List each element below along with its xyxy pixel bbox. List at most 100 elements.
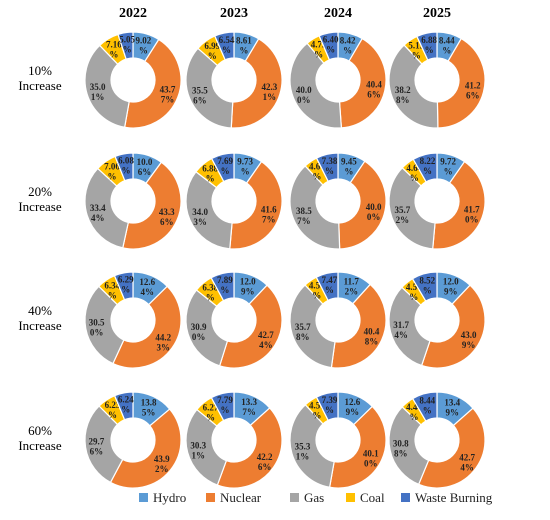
slice-label-coal: 6.38%: [202, 283, 218, 303]
slice-waste-burning: [117, 31, 134, 60]
year-labels: 2022 2023 2024 2025: [119, 6, 451, 21]
slice-label-hydro: 12.0 9%: [240, 277, 256, 297]
slice-label-hydro: 9.45%: [341, 157, 357, 177]
slice-label-coal: 4.44%: [406, 402, 422, 422]
year-label-2023: 2023: [220, 6, 248, 21]
slice-label-waste-burning: 6.40%: [323, 35, 339, 55]
slice-label-waste-burning: 6.88%: [421, 35, 437, 55]
slice-label-nuclear: 43.7 7%: [160, 84, 176, 104]
legend-label-hydro: Hydro: [153, 490, 186, 505]
slice-label-gas: 29.7 6%: [89, 436, 105, 456]
slice-label-nuclear: 42.7 4%: [459, 452, 475, 472]
legend-swatch-gas: [290, 493, 299, 502]
slice-label-waste-burning: 6.24%: [118, 395, 134, 415]
slice-label-gas: 35.0 1%: [90, 82, 106, 102]
row-label-20-increase: 20% Increase: [18, 184, 62, 214]
slice-label-hydro: 9.02%: [135, 35, 151, 55]
slice-label-hydro: 8.42%: [340, 35, 356, 55]
donut-10-increase-2025: 8.44 % 41.2 6% 38.2 8% 5.13 %6.88%: [388, 31, 486, 129]
slice-label-coal: 7.06%: [104, 162, 120, 182]
legend-label-waste-burning: Waste Burning: [415, 490, 493, 505]
slice-gas: [289, 165, 341, 250]
slice-label-coal: 4.60%: [309, 162, 325, 182]
slice-waste-burning: [210, 391, 235, 422]
slice-label-gas: 30.8 8%: [393, 439, 409, 459]
slice-label-gas: 30.9 0%: [191, 322, 207, 342]
donut-20-increase-2023: 9.73 % 41.6 7% 34.0 3% 6.88 %7.69%: [185, 152, 283, 250]
slice-waste-burning: [210, 152, 235, 183]
slice-label-hydro: 12.6 9%: [344, 397, 360, 417]
slice-waste-burning: [412, 152, 438, 183]
slice-label-nuclear: 40.1 0%: [363, 448, 379, 468]
slice-label-nuclear: 41.6 7%: [261, 205, 277, 225]
donut-60-increase-2025: 13.4 9% 42.7 4% 30.8 8% 4.44 %8.44%: [388, 391, 486, 489]
slice-label-nuclear: 40.0 0%: [366, 202, 382, 222]
slice-gas: [388, 166, 436, 250]
slice-label-gas: 35.7 2%: [394, 205, 410, 225]
slice-gas: [289, 284, 336, 369]
slice-gas: [84, 44, 130, 128]
slice-label-nuclear: 40.4 8%: [364, 327, 380, 347]
slice-nuclear: [330, 283, 387, 369]
slice-nuclear: [216, 407, 283, 489]
slice-waste-burning: [411, 271, 438, 302]
slice-label-waste-burning: 8.44%: [419, 395, 435, 415]
slice-waste-burning: [210, 271, 235, 302]
slice-label-hydro: 9.72%: [440, 157, 456, 177]
slice-label-gas: 30.5 0%: [89, 318, 105, 338]
slice-label-waste-burning: 6.54%: [219, 35, 235, 55]
slice-label-hydro: 9.73%: [237, 157, 253, 177]
slice-label-waste-burning: 7.89%: [217, 275, 233, 295]
slice-label-gas: 34.0 3%: [192, 207, 208, 227]
slice-label-hydro: 8.44%: [439, 35, 455, 55]
slice-gas: [388, 44, 439, 129]
legend-item-waste-burning: Waste Burning: [401, 490, 493, 505]
slice-nuclear: [218, 284, 283, 369]
legend-label-coal: Coal: [360, 490, 385, 505]
legend-label-nuclear: Nuclear: [220, 490, 262, 505]
slice-nuclear: [123, 38, 182, 129]
slice-label-coal: 4.56%: [309, 281, 325, 301]
year-label-2025: 2025: [423, 6, 451, 21]
slice-label-nuclear: 41.7 0%: [464, 205, 480, 225]
slice-nuclear: [109, 408, 182, 489]
slice-label-coal: 6.88%: [202, 164, 218, 184]
slice-label-waste-burning: 5.05%: [119, 34, 135, 54]
donut-60-increase-2022: 13.8 5% 43.9 2% 29.7 6%6.23 %6.24%: [84, 391, 182, 489]
legend-item-hydro: Hydro: [139, 490, 186, 505]
slice-waste-burning: [214, 31, 235, 61]
donut-20-increase-2024: 9.45 % 40.0 0% 38.5 7% 4.60 %7.38%: [289, 152, 387, 250]
slice-label-nuclear: 40.4 6%: [366, 79, 382, 99]
row-labels: 10% Increase 20% Increase 40% Increase 60% Incr…: [18, 63, 62, 453]
slice-label-gas: 38.2 8%: [395, 85, 411, 105]
donuts: 9.02 % 43.7 7% 35.0 1% 7.16 %5.05 % 8.61 % 42.3 1% 35…: [84, 31, 486, 489]
slice-label-coal: 6.23%: [105, 400, 121, 420]
year-label-2024: 2024: [324, 6, 352, 21]
slice-gas: [185, 289, 229, 367]
donut-20-increase-2025: 9.72 % 41.7 0% 35.7 2% 4.64 %8.22%: [388, 152, 486, 250]
legend-swatch-nuclear: [206, 493, 215, 502]
legend: Hydro Nuclear Gas Coal Waste Burning: [139, 490, 493, 505]
slice-waste-burning: [315, 271, 339, 302]
slice-label-hydro: 13.4 9%: [444, 397, 460, 417]
donut-40-increase-2025: 12.0 9% 43.0 9% 31.7 4% 4.56 %8.52%: [388, 271, 486, 369]
slice-label-gas: 35.3 1%: [295, 441, 311, 461]
donut-40-increase-2024: 11.7 2% 40.4 8% 35.7 8% 4.56 %7.47%: [289, 271, 387, 369]
slice-label-waste-burning: 7.79%: [217, 395, 233, 415]
slice-label-coal: 6.27%: [203, 402, 219, 422]
slice-label-gas: 31.7 4%: [393, 320, 409, 340]
slice-waste-burning: [113, 271, 134, 301]
legend-label-gas: Gas: [304, 490, 324, 505]
slice-label-hydro: 12.0 9%: [443, 277, 459, 297]
slice-label-nuclear: 43.9 2%: [154, 454, 170, 474]
slice-label-gas: 35.5 6%: [192, 85, 208, 105]
slice-label-coal: 4.56%: [406, 282, 422, 302]
slice-label-nuclear: 42.7 4%: [258, 330, 274, 350]
slice-label-gas: 38.5 7%: [296, 206, 312, 226]
slice-waste-burning: [315, 391, 339, 422]
slice-label-nuclear: 44.2 3%: [155, 332, 171, 352]
donut-40-increase-2022: 12.6 4% 44.2 3% 30.5 0% 6.34 %6.29%: [84, 271, 182, 369]
slice-nuclear: [338, 160, 387, 250]
